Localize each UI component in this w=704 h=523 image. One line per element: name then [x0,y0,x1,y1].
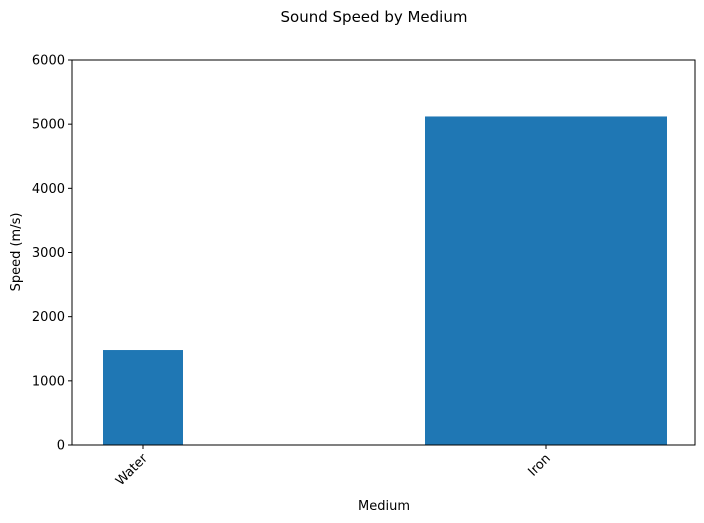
bar-iron [425,116,667,445]
x-tick-label-iron: Iron [525,451,553,479]
y-tick-label: 4000 [32,182,65,197]
y-tick-label: 3000 [32,246,65,261]
bar-water [103,350,183,445]
plot-area: 0 1000 2000 3000 4000 5000 6000 Water Iron [32,54,696,489]
y-tick-label: 5000 [32,118,65,133]
y-tick-label: 0 [57,439,65,454]
y-tick-label: 6000 [32,54,65,69]
x-tick-label-water: Water [113,451,151,489]
chart-title: Sound Speed by Medium [281,8,468,26]
y-axis-label: Speed (m/s) [9,213,24,292]
x-axis-label: Medium [358,499,410,514]
y-tick-label: 2000 [32,310,65,325]
y-tick-label: 1000 [32,374,65,389]
